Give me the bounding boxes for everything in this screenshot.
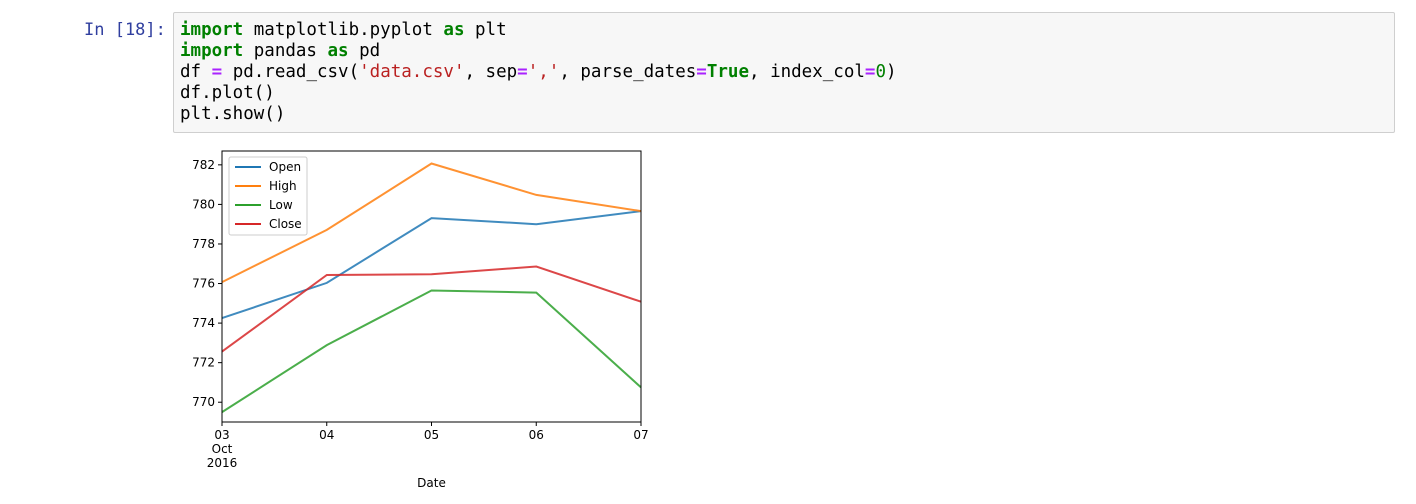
code-token: df.plot() [180,83,275,103]
series-line-high [221,162,642,283]
x-tick-label: 03 [214,428,229,442]
code-token: plt [464,20,507,40]
y-tick-label: 782 [192,158,215,172]
series-line-close [221,265,642,353]
y-tick-label: 770 [192,395,215,409]
x-axis-label: Date [417,476,446,490]
code-token: pandas [243,41,328,61]
cell-output: 770 772 774 776 778 780 782 03 Oct 2016 04 05 06 07 Da… [180,140,660,500]
code-token: plt.show() [180,104,286,124]
legend-label: Close [269,217,302,231]
y-tick-label: 778 [192,237,215,251]
y-tick-label: 772 [192,356,215,370]
code-line: plt.show() [180,104,897,125]
input-prompt: In [18]: [84,20,166,40]
code-text[interactable]: import matplotlib.pyplot as plt import pa… [180,20,897,125]
x-tick-label: 07 [633,428,648,442]
code-token: , index_col [749,62,865,82]
code-line: import matplotlib.pyplot as plt [180,20,897,41]
code-token: True [706,62,749,82]
legend-label: High [269,179,297,193]
x-tick-label: 2016 [207,456,238,470]
code-line: df = pd.read_csv('data.csv', sep=',', pa… [180,62,897,83]
code-token: = [696,62,707,82]
code-token: ',' [527,62,560,82]
legend-label: Low [269,198,293,212]
code-token: ) [886,62,897,82]
code-token: as [443,20,465,40]
y-tick-label: 774 [192,316,215,330]
x-tick-label: 06 [529,428,544,442]
code-token: pd [348,41,381,61]
series-line-open [221,210,642,320]
code-token: df [180,62,212,82]
code-token: = [517,62,528,82]
code-token: 'data.csv' [359,62,465,82]
code-token: pd.read_csv( [222,62,360,82]
code-token: = [211,62,223,82]
legend-box [228,156,308,236]
code-line: df.plot() [180,83,897,104]
code-token: as [327,41,349,61]
code-editor[interactable]: import matplotlib.pyplot as plt import pa… [173,12,1395,133]
code-token: matplotlib.pyplot [243,20,444,40]
y-tick-label: 780 [192,197,215,211]
code-token: , parse_dates [559,62,697,82]
code-token: , sep [464,62,518,82]
x-tick-label: 04 [319,428,334,442]
code-line: import pandas as pd [180,41,897,62]
legend-label: Open [269,160,301,174]
code-token: 0 [875,62,886,82]
code-token: import [180,20,244,40]
x-tick-label: Oct [212,442,233,456]
code-token: = [864,62,876,82]
y-tick-label: 776 [192,277,215,291]
code-token: import [180,41,244,61]
series-line-low [221,289,642,413]
x-tick-label: 05 [424,428,439,442]
